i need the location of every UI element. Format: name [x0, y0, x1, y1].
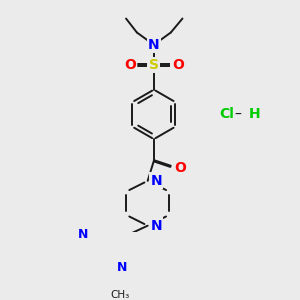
- Text: N: N: [150, 174, 162, 188]
- Text: N: N: [150, 219, 162, 233]
- Text: N: N: [78, 228, 89, 241]
- Text: CH₃: CH₃: [110, 290, 130, 300]
- Text: H: H: [249, 107, 261, 122]
- Text: O: O: [174, 161, 186, 176]
- Text: O: O: [172, 58, 184, 72]
- Text: O: O: [124, 58, 136, 72]
- Text: N: N: [117, 261, 128, 274]
- Text: Cl: Cl: [220, 107, 234, 122]
- Text: –: –: [235, 107, 242, 122]
- Text: N: N: [148, 38, 160, 52]
- Text: S: S: [149, 58, 159, 72]
